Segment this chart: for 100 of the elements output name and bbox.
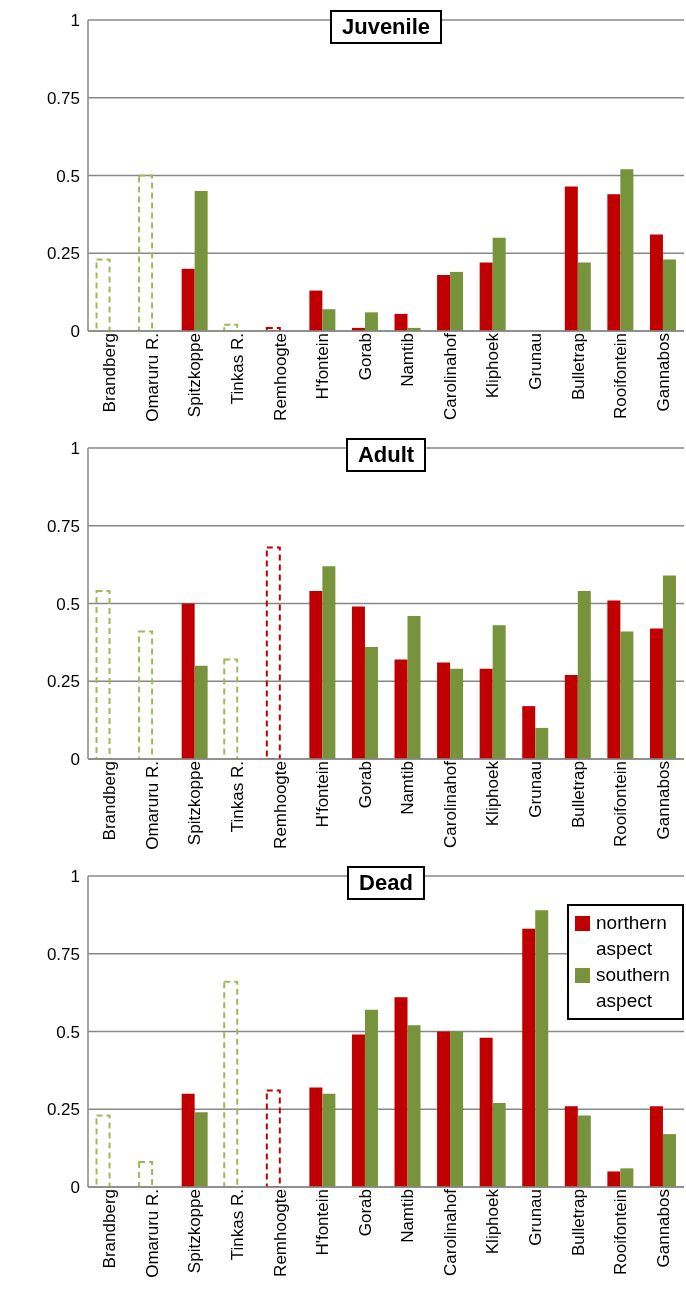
- x-tick-label: Brandberg: [100, 333, 120, 413]
- y-tick-label: 0.25: [46, 244, 80, 264]
- x-tick-label: Grunau: [526, 761, 546, 818]
- y-tick-label: 0.5: [56, 1022, 80, 1042]
- x-tick-label: Kliphoek: [483, 760, 503, 827]
- bar: [364, 312, 378, 331]
- x-tick-label: Carolinahof: [440, 1188, 460, 1276]
- x-tick-label: Carolinahof: [440, 332, 460, 420]
- x-tick-label: Spitzkoppe: [185, 333, 205, 418]
- bar: [479, 668, 493, 759]
- bar: [522, 706, 536, 759]
- bar: [649, 234, 663, 331]
- bar: [662, 575, 676, 759]
- bar: [450, 668, 464, 759]
- bar: [223, 323, 239, 331]
- bar: [265, 1089, 281, 1187]
- bar: [450, 1031, 464, 1187]
- x-tick-label: Omaruru R.: [142, 761, 162, 850]
- chart-title: Adult: [345, 438, 427, 472]
- x-tick-label: Spitzkoppe: [185, 1189, 205, 1274]
- x-tick-label: Kliphoek: [483, 332, 503, 399]
- bar: [535, 727, 549, 759]
- x-tick-label: Carolinahof: [440, 760, 460, 848]
- y-tick-label: 0.75: [46, 944, 80, 964]
- bar: [394, 659, 408, 759]
- bar: [607, 1171, 621, 1187]
- bar: [407, 1025, 421, 1187]
- bar: [492, 237, 506, 331]
- x-tick-label: Namtib: [398, 1189, 418, 1243]
- bar: [138, 630, 154, 759]
- x-tick-label: Remhoogte: [270, 761, 290, 849]
- chart-title: Dead: [347, 866, 425, 900]
- x-tick-label: Grunau: [526, 1189, 546, 1246]
- x-tick-label: Gorab: [355, 1189, 375, 1237]
- bar: [181, 268, 195, 331]
- x-tick-label: Tinkas R.: [228, 761, 248, 833]
- x-tick-label: H'fontein: [313, 761, 333, 828]
- x-tick-label: Brandberg: [100, 1189, 120, 1269]
- bar: [564, 1106, 578, 1187]
- x-tick-label: Bulletrap: [568, 1189, 588, 1257]
- x-tick-label: Tinkas R.: [228, 1189, 248, 1261]
- bar: [492, 625, 506, 759]
- bar: [479, 1037, 493, 1187]
- bar: [309, 591, 323, 759]
- chart-title: Juvenile: [329, 10, 443, 44]
- bar: [309, 1087, 323, 1187]
- x-tick-label: Omaruru R.: [142, 1189, 162, 1278]
- y-tick-label: 1: [70, 867, 80, 887]
- bar: [479, 262, 493, 331]
- y-tick-label: 0: [70, 750, 80, 770]
- bar: [577, 1115, 591, 1187]
- bar: [309, 290, 323, 331]
- y-tick-label: 0.25: [46, 1100, 80, 1120]
- x-tick-label: Gorab: [355, 333, 375, 381]
- bar: [194, 665, 208, 759]
- bar: [620, 1168, 634, 1187]
- y-tick-label: 1: [70, 439, 80, 459]
- bar: [450, 271, 464, 331]
- bar: [620, 631, 634, 759]
- x-tick-label: Rooifontein: [611, 333, 631, 420]
- bar: [437, 275, 451, 331]
- bar: [265, 326, 281, 331]
- bar: [95, 1114, 111, 1187]
- bar: [649, 1106, 663, 1187]
- bar: [95, 590, 111, 759]
- bar: [662, 259, 676, 331]
- bar: [181, 603, 195, 759]
- bar: [564, 675, 578, 759]
- x-tick-label: Namtib: [398, 333, 418, 387]
- bar: [437, 662, 451, 759]
- bar: [394, 313, 408, 331]
- bar: [564, 186, 578, 331]
- bar: [649, 628, 663, 759]
- y-tick-label: 0.5: [56, 166, 80, 186]
- y-tick-label: 0.75: [46, 88, 80, 108]
- x-tick-label: Bulletrap: [568, 761, 588, 829]
- bar: [394, 997, 408, 1187]
- bar: [194, 191, 208, 331]
- x-tick-label: Tinkas R.: [228, 333, 248, 405]
- x-tick-label: H'fontein: [313, 1189, 333, 1256]
- bar: [522, 928, 536, 1187]
- bar: [407, 615, 421, 759]
- bar: [351, 1034, 365, 1187]
- x-tick-label: Grunau: [526, 333, 546, 390]
- bar: [364, 647, 378, 759]
- y-tick-label: 0.75: [46, 516, 80, 536]
- y-tick-label: 0.5: [56, 594, 80, 614]
- bar: [322, 566, 336, 759]
- bar: [437, 1031, 451, 1187]
- bar: [265, 546, 281, 759]
- x-tick-label: Spitzkoppe: [185, 761, 205, 846]
- x-tick-label: Omaruru R.: [142, 333, 162, 422]
- y-tick-label: 1: [70, 11, 80, 31]
- x-tick-label: Gannabos: [653, 761, 673, 840]
- x-tick-label: Rooifontein: [611, 761, 631, 848]
- bar: [607, 194, 621, 331]
- bar: [535, 910, 549, 1187]
- x-tick-label: Bulletrap: [568, 333, 588, 401]
- bar: [662, 1134, 676, 1187]
- x-tick-label: Namtib: [398, 761, 418, 815]
